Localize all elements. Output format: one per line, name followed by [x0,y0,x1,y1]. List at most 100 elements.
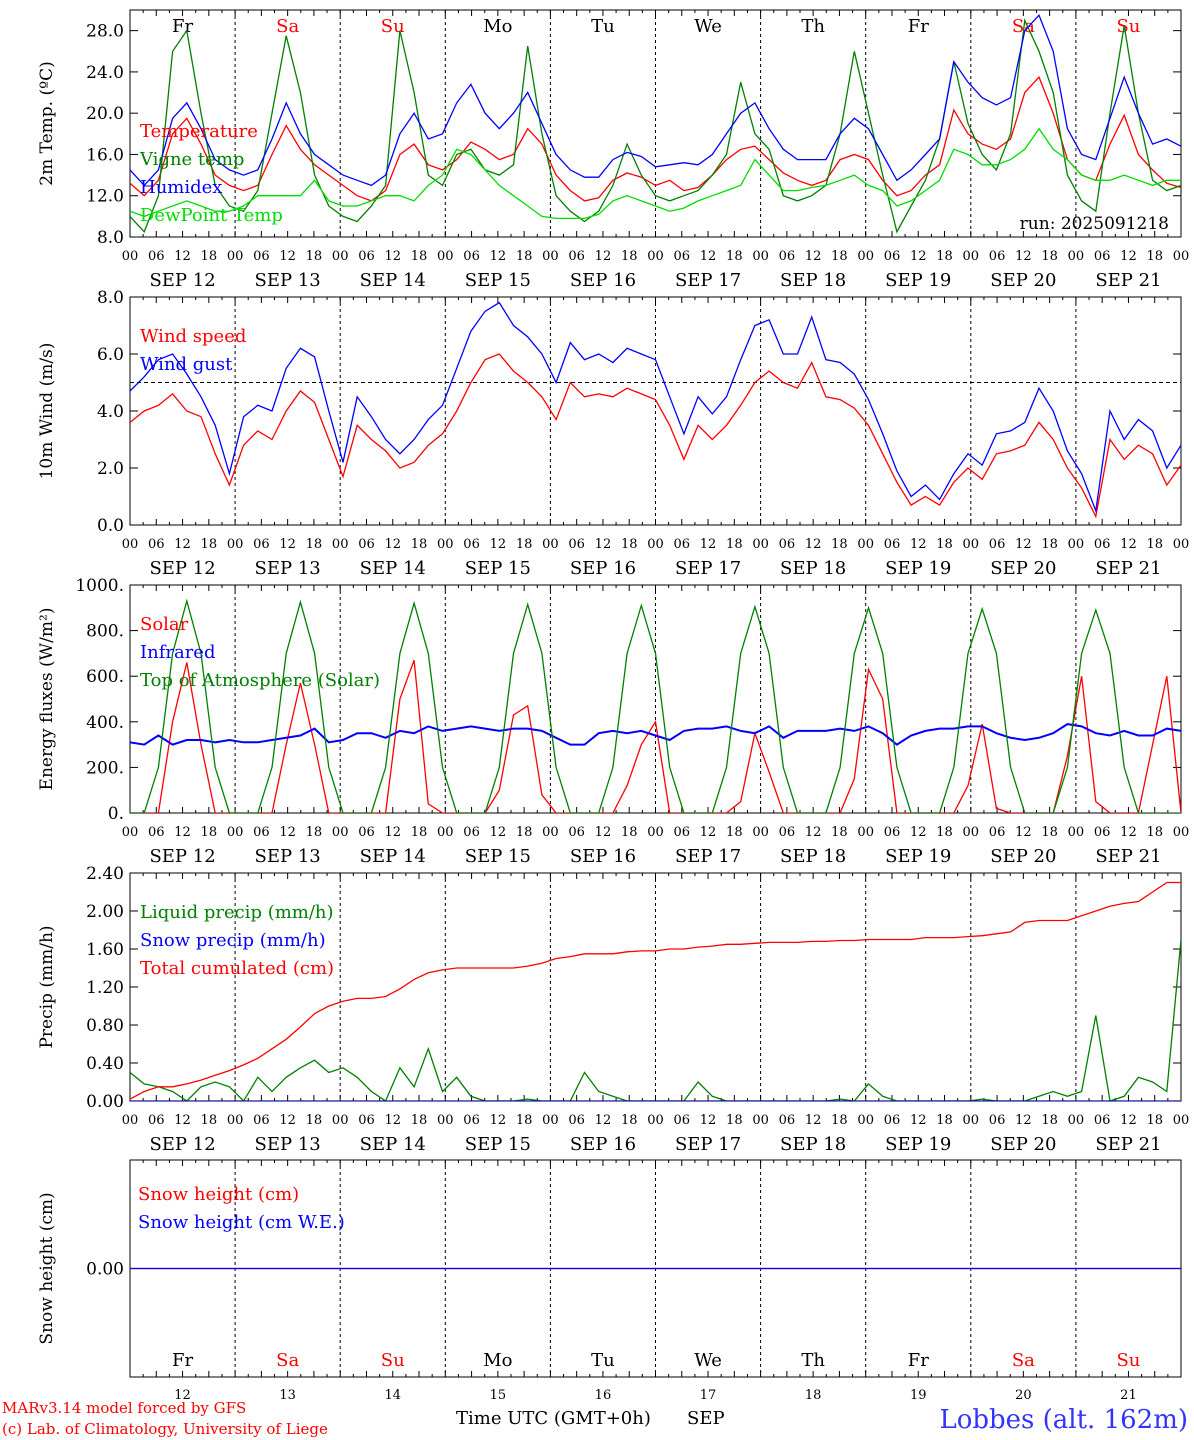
hour-tick-label: 12 [910,825,927,840]
day-of-week-label: Su [1116,1350,1140,1371]
hour-tick-label: 18 [831,249,848,264]
y-tick-label: 0.00 [86,1092,124,1112]
hour-tick-label: 00 [227,537,244,552]
y-tick-label: 12.0 [86,187,124,207]
legend-entry: Snow precip (mm/h) [140,930,326,951]
hour-tick-label: 06 [463,1113,480,1128]
panel-4: 0.00 0.40 0.80 1.20 1.60 2.00 2.40 Precip (mm/h… [37,864,1189,1155]
date-label: SEP 21 [1095,846,1161,867]
date-label: SEP 18 [780,270,846,291]
hour-tick-label: 18 [621,249,638,264]
series-line-top-of-atmosphere-solar- [130,598,1181,813]
hour-tick-label: 06 [148,249,165,264]
day-number-label: 18 [805,1388,822,1403]
hour-tick-label: 12 [700,249,717,264]
hour-tick-label: 00 [963,825,980,840]
y-axis-label: 2m Temp. (ºC) [37,61,57,186]
day-of-week-label: Su [381,1350,405,1371]
hour-tick-label: 00 [647,249,664,264]
date-label: SEP 17 [675,1134,741,1155]
hour-tick-label: 12 [490,537,507,552]
hour-tick-label: 12 [1015,249,1032,264]
day-number-label: 17 [700,1388,717,1403]
y-tick-label: 0.00 [86,1260,124,1280]
legend-entry: Solar [140,614,189,635]
hour-tick-label: 06 [358,249,375,264]
series-line-wind-speed [130,353,1181,519]
hour-tick-label: 00 [647,825,664,840]
date-label: SEP 17 [675,270,741,291]
hour-tick-label: 06 [674,1113,691,1128]
legend-entry: DewPoint Temp [140,205,283,226]
hour-tick-label: 18 [726,1113,743,1128]
legend-entry: Wind speed [140,326,246,347]
panel-2: 0.0 2.0 4.0 6.0 8.0 10m Wind (m/s) Wind speed W… [37,288,1189,579]
hour-tick-label: 06 [674,537,691,552]
hour-tick-label: 00 [752,537,769,552]
hour-tick-label: 06 [674,249,691,264]
y-tick-label: 0.40 [86,1054,124,1074]
date-label: SEP 12 [149,846,215,867]
hour-tick-label: 06 [568,825,585,840]
date-label: SEP 21 [1095,270,1161,291]
hour-tick-label: 18 [516,249,533,264]
y-tick-label: 1.20 [86,978,124,998]
hour-tick-label: 12 [700,1113,717,1128]
hour-tick-label: 12 [279,249,296,264]
date-label: SEP 20 [990,270,1056,291]
date-label: SEP 13 [255,1134,321,1155]
hour-tick-label: 06 [1094,1113,1111,1128]
y-tick-label: 28.0 [86,22,124,42]
hour-tick-label: 18 [1041,249,1058,264]
hour-tick-label: 12 [279,537,296,552]
hour-tick-label: 06 [568,537,585,552]
hour-tick-label: 06 [148,537,165,552]
date-label: SEP 13 [255,270,321,291]
hour-tick-label: 00 [752,1113,769,1128]
hour-tick-label: 00 [437,537,454,552]
hour-tick-label: 12 [490,1113,507,1128]
day-of-week-label: Sa [276,1350,299,1371]
hour-tick-label: 00 [1068,537,1085,552]
y-tick-label: 4.0 [97,402,124,422]
day-of-week-label: Fr [172,16,193,37]
date-label: SEP 14 [360,846,426,867]
legend-entry: Top of Atmosphere (Solar) [140,670,380,691]
hour-tick-label: 18 [411,1113,428,1128]
hour-tick-label: 18 [726,249,743,264]
hour-tick-label: 06 [674,825,691,840]
hour-tick-label: 12 [1015,537,1032,552]
hour-tick-label: 06 [989,537,1006,552]
hour-tick-label: 00 [1173,537,1190,552]
hour-tick-label: 18 [621,537,638,552]
hour-tick-label: 06 [884,249,901,264]
day-of-week-label: Su [1116,16,1140,37]
hour-tick-label: 06 [989,249,1006,264]
hour-tick-label: 12 [384,825,401,840]
legend-entry: Snow height (cm W.E.) [138,1212,345,1233]
hour-tick-label: 06 [358,537,375,552]
hour-tick-label: 06 [253,1113,270,1128]
date-label: SEP 15 [465,558,531,579]
hour-tick-label: 06 [463,537,480,552]
hour-tick-label: 06 [779,825,796,840]
day-of-week-label: Mo [483,1350,512,1371]
date-label: SEP 14 [360,558,426,579]
date-label: SEP 15 [465,270,531,291]
legend-entry: Liquid precip (mm/h) [140,902,334,923]
hour-tick-label: 12 [490,249,507,264]
hour-tick-label: 12 [490,825,507,840]
date-label: SEP 12 [149,1134,215,1155]
day-of-week-label: We [694,1350,722,1371]
hour-tick-label: 06 [1094,537,1111,552]
y-tick-label: 400. [86,713,124,733]
hour-tick-label: 00 [227,1113,244,1128]
day-of-week-label: Fr [908,16,929,37]
series-line-solar [130,659,1181,813]
y-tick-label: 0.0 [97,516,124,536]
date-label: SEP 19 [885,270,951,291]
hour-tick-label: 06 [568,249,585,264]
hour-tick-label: 12 [595,1113,612,1128]
hour-tick-label: 00 [857,825,874,840]
date-label: SEP 21 [1095,558,1161,579]
